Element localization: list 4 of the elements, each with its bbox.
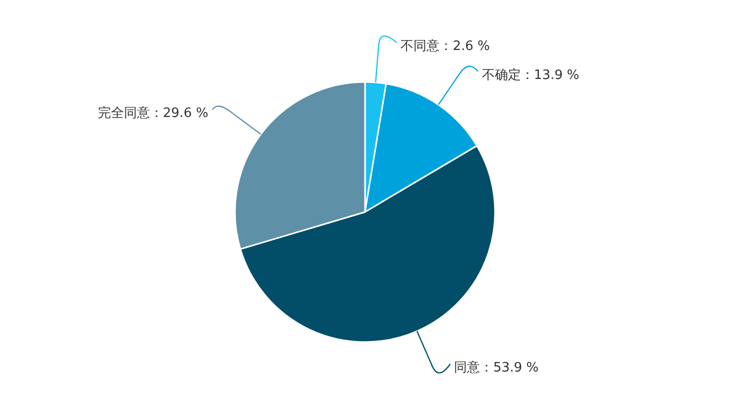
slice-label: 不确定：13.9 % xyxy=(482,68,580,83)
slice-label: 不同意：2.6 % xyxy=(400,39,490,54)
slice-label: 完全同意：29.6 % xyxy=(98,105,208,122)
slice-label: 同意：53.9 % xyxy=(454,360,539,376)
